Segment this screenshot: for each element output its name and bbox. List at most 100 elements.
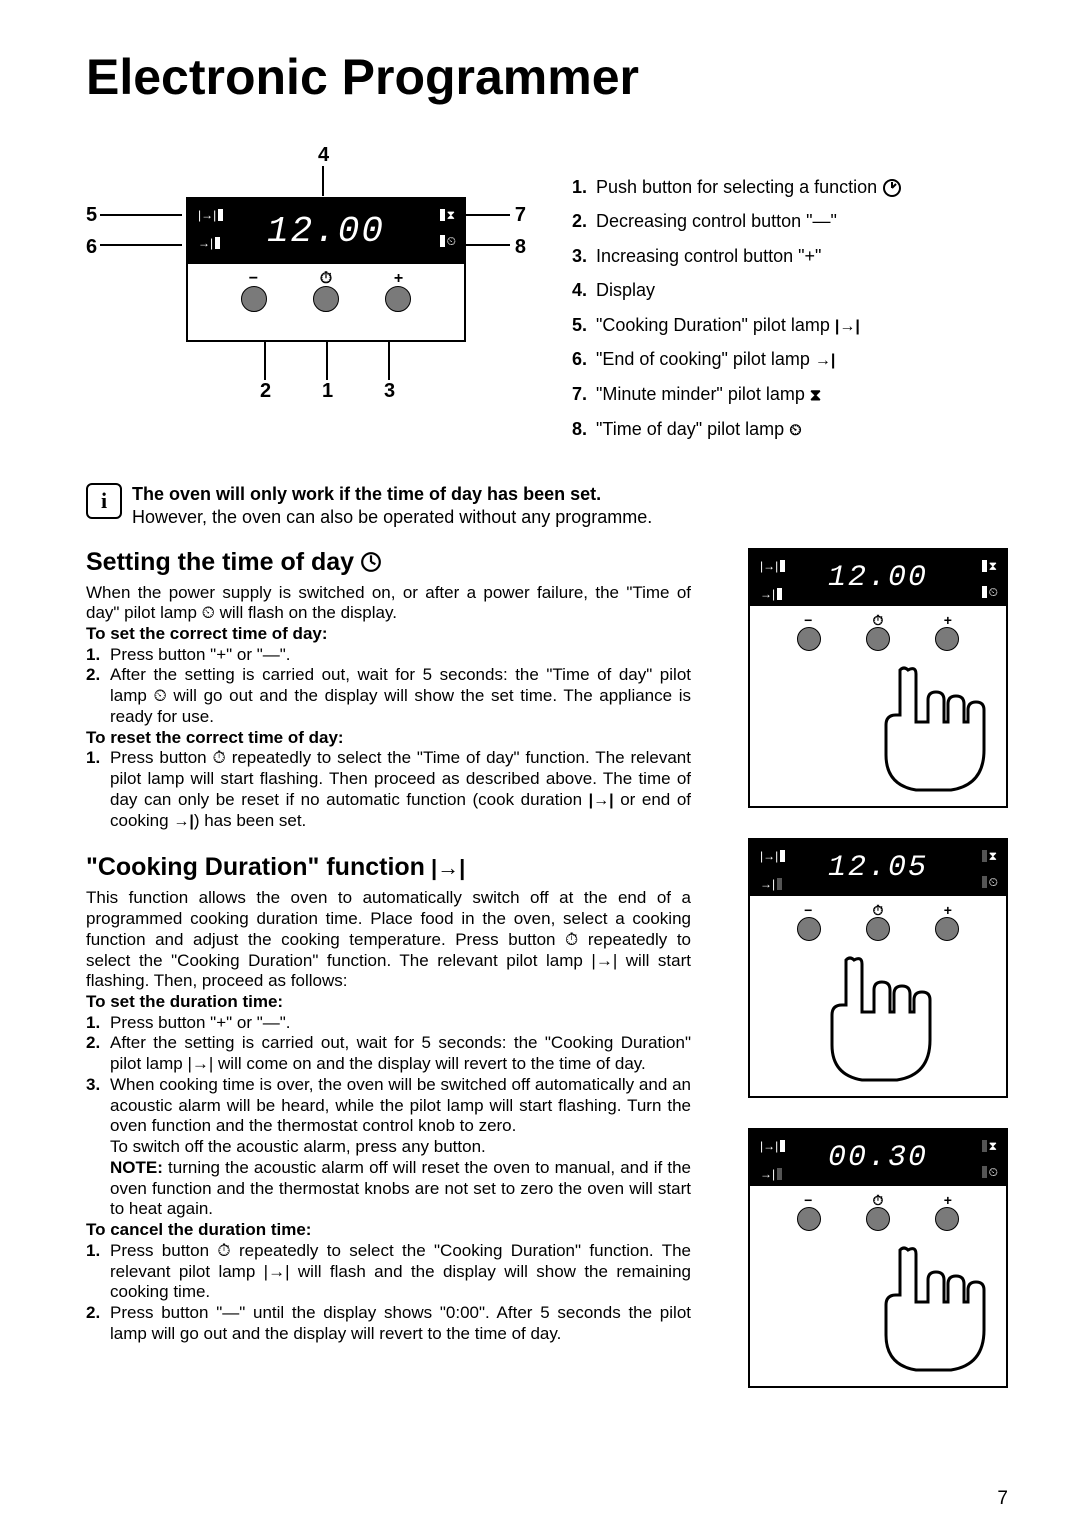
info-box: i The oven will only work if the time of… <box>86 483 1008 530</box>
func-button <box>866 917 890 941</box>
legend-item: 8."Time of day" pilot lamp ⏲ <box>572 418 1008 442</box>
step-list: 1.Press button ⏱ repeatedly to select th… <box>86 1241 691 1345</box>
legend-item: 5."Cooking Duration" pilot lamp |→| <box>572 314 1008 338</box>
display-screen: |→|→| 12.00 ⧗⏲ <box>750 550 1006 606</box>
func-button <box>866 1207 890 1231</box>
display-time: 12.00 <box>828 561 928 595</box>
end-icon: →| <box>760 1168 785 1180</box>
hourglass-icon: ⧗ <box>810 387 821 404</box>
diagram-label-1: 1 <box>322 380 333 403</box>
legend-item: 3.Increasing control button "+" <box>572 245 1008 268</box>
programmer-unit: |→| →| 12.00 ⧗ ⏲ − ⏱ + <box>186 197 466 342</box>
top-section: 4 5 6 7 8 2 1 3 |→| →| 12.00 <box>86 144 1008 453</box>
button-row <box>750 1207 1006 1231</box>
legend-item: 6."End of cooking" pilot lamp →| <box>572 348 1008 372</box>
info-icon: i <box>86 483 122 519</box>
clock-icon: ⏲ <box>789 422 801 439</box>
leader-line <box>264 342 266 380</box>
hourglass-icon: ⧗ <box>440 209 456 221</box>
clock-icon: ⏲ <box>982 1166 998 1178</box>
display-screen: |→|→| 00.30 ⧗⏲ <box>750 1130 1006 1186</box>
control-symbols: −⏱+ <box>750 606 1006 629</box>
display-screen: |→| →| 12.05 ⧗ ⏲ <box>750 840 1006 896</box>
display-time: 12.05 <box>828 851 928 885</box>
hourglass-icon: ⧗ <box>982 560 998 572</box>
info-text: The oven will only work if the time of d… <box>132 483 652 530</box>
hand-icon <box>812 950 942 1090</box>
duration-icon: |→| <box>835 318 860 335</box>
leader-line <box>100 214 182 216</box>
minus-button <box>241 286 267 312</box>
minus-button <box>797 627 821 651</box>
end-icon: →| <box>198 237 223 249</box>
duration-icon: |→| <box>589 792 614 809</box>
control-symbols: −⏱+ <box>750 896 1006 919</box>
plus-button <box>935 917 959 941</box>
legend-item: 4.Display <box>572 279 1008 302</box>
step-list: 1.Press button "+" or "—". 2.After the s… <box>86 1013 691 1220</box>
func-button <box>313 286 339 312</box>
button-row <box>750 917 1006 941</box>
subheading: To cancel the duration time: <box>86 1220 691 1241</box>
display-time: 12.00 <box>267 211 385 252</box>
diagram-label-4: 4 <box>318 144 329 167</box>
clock-dial-icon <box>882 178 902 198</box>
leader-line <box>388 342 390 380</box>
main-diagram: 4 5 6 7 8 2 1 3 |→| →| 12.00 <box>86 144 546 404</box>
section2-intro: This function allows the oven to automat… <box>86 888 691 992</box>
legend-column: 1.Push button for selecting a function 2… <box>572 144 1008 453</box>
display-screen: |→| →| 12.00 ⧗ ⏲ <box>188 199 464 264</box>
diagram-label-2: 2 <box>260 380 271 403</box>
section-heading-time: Setting the time of day <box>86 548 691 577</box>
diagram-label-3: 3 <box>384 380 395 403</box>
plus-button <box>935 627 959 651</box>
leader-line <box>326 342 328 380</box>
minus-button <box>797 917 821 941</box>
plus-button <box>385 286 411 312</box>
mini-display-1: |→|→| 12.00 ⧗⏲ −⏱+ <box>748 548 1008 808</box>
section1-intro: When the power supply is switched on, or… <box>86 583 691 624</box>
hand-icon <box>866 660 996 800</box>
diagram-label-5: 5 <box>86 204 97 227</box>
minus-button <box>797 1207 821 1231</box>
hourglass-icon: ⧗ <box>982 850 998 862</box>
diagram-label-6: 6 <box>86 236 97 259</box>
diagram-column: 4 5 6 7 8 2 1 3 |→| →| 12.00 <box>86 144 546 404</box>
display-time: 00.30 <box>828 1141 928 1175</box>
func-button <box>866 627 890 651</box>
step-list: 1.Press button "+" or "—". 2.After the s… <box>86 645 691 728</box>
clock-icon <box>360 551 382 573</box>
clock-icon: ⏲ <box>440 235 456 247</box>
leader-line <box>322 166 324 196</box>
duration-icon: |→| <box>198 209 223 221</box>
side-column: |→|→| 12.00 ⧗⏲ −⏱+ |→|→| 12.05 ⧗⏲ −⏱+ <box>711 548 1008 1388</box>
duration-icon: |→| <box>431 855 465 881</box>
legend-item: 1.Push button for selecting a function <box>572 176 1008 199</box>
legend-item: 7."Minute minder" pilot lamp ⧗ <box>572 383 1008 407</box>
clock-icon: ⏲ <box>982 876 998 888</box>
mini-display-2: |→| →| 12.05 ⧗ ⏲ −⏱+ <box>748 838 1008 1098</box>
plus-button <box>935 1207 959 1231</box>
step-list: 1.Press button ⏱ repeatedly to select th… <box>86 748 691 831</box>
end-icon: →| <box>815 352 835 369</box>
main-column: Setting the time of day When the power s… <box>86 548 691 1388</box>
duration-icon: |→| <box>760 850 785 862</box>
subheading: To reset the correct time of day: <box>86 728 691 749</box>
button-row <box>750 627 1006 651</box>
subheading: To set the duration time: <box>86 992 691 1013</box>
end-icon: →| <box>173 813 193 830</box>
leader-line <box>100 244 182 246</box>
duration-icon: |→| <box>760 560 785 572</box>
subheading: To set the correct time of day: <box>86 624 691 645</box>
hand-icon <box>866 1240 996 1380</box>
mini-display-3: |→|→| 00.30 ⧗⏲ −⏱+ <box>748 1128 1008 1388</box>
legend-item: 2.Decreasing control button "—" <box>572 210 1008 233</box>
duration-icon: |→| <box>760 1140 785 1152</box>
diagram-label-7: 7 <box>515 204 526 227</box>
page-title: Electronic Programmer <box>86 48 1008 106</box>
content-row: Setting the time of day When the power s… <box>86 548 1008 1388</box>
section-heading-duration: "Cooking Duration" function |→| <box>86 853 691 882</box>
end-icon: →| <box>760 878 785 890</box>
control-symbols: − ⏱ + <box>188 264 464 288</box>
page-number: 7 <box>997 1488 1008 1510</box>
